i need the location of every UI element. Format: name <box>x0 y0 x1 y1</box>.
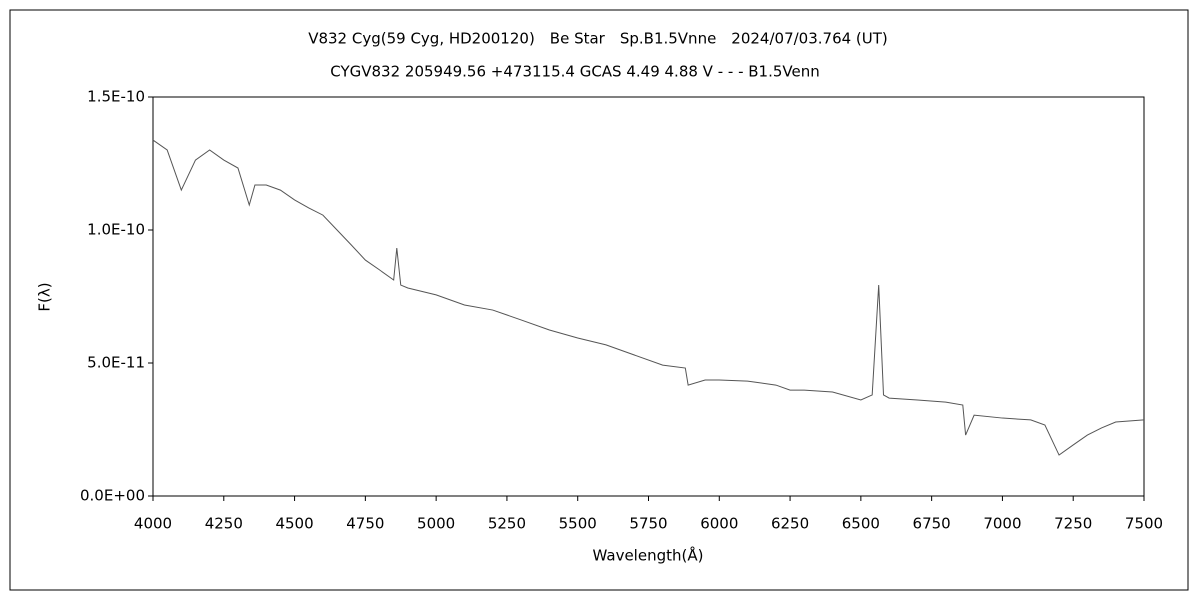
x-tick-label: 4500 <box>275 515 313 533</box>
x-tick-label: 5250 <box>488 515 526 533</box>
x-tick-label: 6250 <box>771 515 809 533</box>
x-tick-label: 7500 <box>1125 515 1163 533</box>
spectrum-line <box>152 139 1145 456</box>
x-tick-label: 4250 <box>205 515 243 533</box>
chart-subtitle: CYGV832 205949.56 +473115.4 GCAS 4.49 4.… <box>330 63 820 81</box>
y-tick-label: 1.5E-10 <box>87 88 145 106</box>
x-tick-label: 4750 <box>346 515 384 533</box>
x-tick-label: 4000 <box>134 515 172 533</box>
y-tick-label: 5.0E-11 <box>87 354 145 372</box>
y-tick-label: 0.0E+00 <box>80 487 145 505</box>
frame <box>9 9 1189 591</box>
y-tick-label: 1.0E-10 <box>87 221 145 239</box>
x-tick-label: 7250 <box>1054 515 1092 533</box>
x-tick-label: 5750 <box>629 515 667 533</box>
x-tick-label: 6000 <box>700 515 738 533</box>
x-tick-label: 5500 <box>559 515 597 533</box>
x-axis-label: Wavelength(Å) <box>593 546 704 565</box>
x-tick-label: 5000 <box>417 515 455 533</box>
plot-area <box>152 96 1145 497</box>
x-tick-label: 6500 <box>842 515 880 533</box>
x-tick-label: 7000 <box>983 515 1021 533</box>
chart-title: V832 Cyg(59 Cyg, HD200120) Be Star Sp.B1… <box>308 30 888 48</box>
x-tick-label: 6750 <box>913 515 951 533</box>
y-axis-label: F(λ) <box>36 282 54 311</box>
